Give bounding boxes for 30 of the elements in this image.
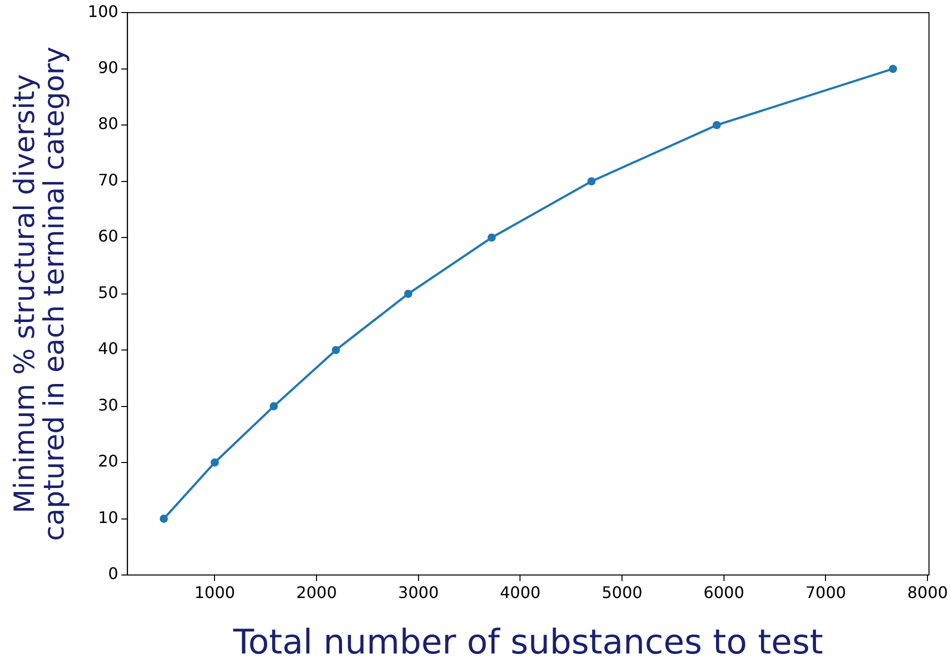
y-tick-label: 40	[98, 339, 118, 358]
x-tick-label: 2000	[296, 582, 337, 602]
point	[712, 120, 721, 130]
y-tick-label: 70	[98, 170, 118, 190]
y-tick-label: 0	[108, 564, 118, 584]
point	[160, 514, 168, 523]
x-tick-label: 3000	[398, 582, 439, 602]
point	[888, 64, 898, 73]
y-tick-label: 50	[98, 282, 118, 302]
point	[332, 346, 340, 354]
y-tick-label: 30	[98, 395, 118, 414]
x-tick-label: 6000	[704, 582, 744, 602]
y-tick-label: 80	[98, 114, 118, 134]
point	[587, 177, 596, 186]
y-tick-label: 10	[98, 508, 118, 527]
x-tick-label: 5000	[602, 582, 642, 602]
x-tick-label: 1000	[194, 582, 236, 602]
y-tick-label: 20	[98, 452, 118, 471]
point	[404, 290, 412, 298]
y-tick-label: 60	[98, 226, 118, 246]
x-axis-title: Total number of substances to test	[232, 622, 824, 662]
x-tick-label: 4000	[500, 582, 541, 602]
y-tick-label: 100	[88, 2, 118, 21]
point	[210, 458, 219, 467]
point	[270, 402, 278, 410]
x-tick-label: 8000	[907, 582, 948, 602]
x-tick-label: 7000	[805, 582, 846, 602]
y-tick-label: 90	[98, 58, 118, 77]
point	[488, 233, 496, 242]
y-axis-title: Minimum % structural diversity captured in each terminal category	[8, 46, 70, 541]
